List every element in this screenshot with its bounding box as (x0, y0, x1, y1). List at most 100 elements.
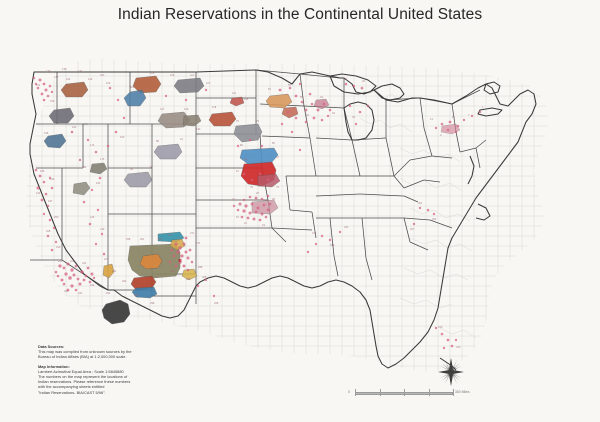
reservation-standing-rock (233, 123, 263, 143)
svg-text:274: 274 (196, 241, 201, 245)
marker-cluster-michigan (344, 82, 370, 126)
svg-text:288: 288 (198, 265, 203, 269)
svg-text:82: 82 (240, 143, 243, 147)
marker-cluster-southern-california (54, 262, 96, 292)
marker-cluster-texas (196, 278, 216, 298)
svg-text:159: 159 (50, 99, 55, 103)
svg-text:94: 94 (130, 167, 133, 171)
svg-text:285: 285 (186, 277, 191, 281)
svg-text:121: 121 (232, 91, 237, 95)
svg-text:247: 247 (104, 257, 109, 261)
reservation-wind-river (153, 143, 183, 160)
svg-text:244: 244 (90, 283, 95, 287)
svg-text:25: 25 (256, 191, 259, 195)
marker-cluster-rio-grande-pueblos (168, 236, 194, 272)
svg-text:34: 34 (352, 115, 355, 119)
marker-cluster-northeast (434, 110, 482, 134)
svg-text:261: 261 (140, 237, 145, 241)
svg-text:61: 61 (236, 169, 239, 173)
svg-text:31: 31 (244, 221, 247, 225)
svg-text:171: 171 (90, 143, 95, 147)
svg-text:55: 55 (288, 83, 291, 87)
svg-text:40: 40 (362, 79, 365, 83)
reservation-fort-berthold (208, 111, 237, 127)
reservation-markers[interactable] (32, 76, 482, 350)
svg-text:13: 13 (430, 117, 433, 121)
marker-cluster-florida (434, 326, 458, 350)
svg-text:258: 258 (126, 237, 131, 241)
marker-cluster-northern-rockies (106, 86, 208, 148)
map-canvas[interactable]: 136 138 142 147 151 159 144 149 153 163 168 171 … (0, 28, 600, 396)
marker-cluster-gulf (306, 230, 342, 254)
compass-rose-container (437, 357, 465, 387)
svg-text:298: 298 (150, 301, 155, 305)
marker-cluster-great-basin (70, 130, 106, 256)
svg-text:19: 19 (262, 223, 265, 227)
reservation-turtle-mountain (229, 96, 245, 107)
reservation-polygons[interactable] (43, 75, 461, 325)
svg-text:213: 213 (56, 245, 61, 249)
map-notes: Data Sources: This map was compiled from… (38, 344, 223, 395)
reservation-northern-cheyenne (182, 114, 202, 127)
reservation-colville (60, 81, 89, 98)
svg-text:328: 328 (214, 301, 219, 305)
svg-text:124: 124 (244, 97, 249, 101)
marker-cluster-lower-midwest (280, 122, 302, 152)
reservation-flathead (123, 89, 147, 107)
svg-text:281: 281 (170, 269, 175, 273)
svg-text:133: 133 (196, 127, 201, 131)
svg-text:112: 112 (190, 73, 195, 77)
reservation-menominee (313, 98, 330, 110)
svg-text:241: 241 (78, 291, 83, 295)
reservation-tohono-oodham (101, 299, 131, 325)
reservation-fort-peck (173, 77, 205, 94)
compass-rose-icon (438, 358, 464, 386)
marker-cluster-central-california (34, 168, 58, 252)
svg-text:76: 76 (236, 119, 239, 123)
svg-text:88: 88 (156, 139, 159, 143)
svg-text:208: 208 (46, 229, 51, 233)
svg-text:219: 219 (100, 227, 105, 231)
svg-text:85: 85 (272, 141, 275, 145)
reservation-uintah-ouray (123, 171, 153, 188)
map-information-line-2: The numbers on the map represent the loc… (38, 374, 128, 380)
svg-text:301: 301 (418, 201, 423, 205)
svg-text:316: 316 (312, 231, 317, 235)
svg-text:104: 104 (130, 85, 135, 89)
reservation-mescalero (181, 268, 198, 281)
svg-text:181: 181 (82, 165, 87, 169)
svg-text:7: 7 (468, 113, 470, 117)
map-information-line-3: Indian reservations. Please reference th… (38, 379, 131, 385)
scale-bar-tick-4 (453, 389, 454, 397)
svg-text:325: 325 (202, 275, 207, 279)
svg-text:216: 216 (90, 215, 95, 219)
marker-cluster-oklahoma (232, 194, 272, 222)
scale-bar-start-label: 0 (348, 390, 350, 395)
svg-text:151: 151 (36, 83, 41, 87)
svg-text:271: 271 (190, 231, 195, 235)
svg-text:142: 142 (78, 69, 83, 73)
svg-text:136: 136 (46, 69, 51, 73)
map-information-line-1: Lambert Azimuthal Equal Area ; Scale 1:5… (38, 368, 124, 374)
svg-text:22: 22 (232, 197, 235, 201)
reservation-crow (157, 111, 191, 129)
svg-text:194: 194 (36, 191, 41, 195)
marker-cluster-upper-midwest (278, 82, 332, 124)
reservation-leech-lake (281, 106, 299, 119)
marker-cluster-puget-sound (32, 76, 54, 102)
svg-text:222: 222 (58, 259, 63, 263)
svg-text:106: 106 (150, 71, 155, 75)
svg-text:16: 16 (236, 215, 239, 219)
svg-text:10: 10 (452, 115, 455, 119)
reservation-cheyenne-river (239, 147, 279, 165)
svg-text:67: 67 (276, 155, 279, 159)
svg-text:115: 115 (206, 81, 211, 85)
svg-text:184: 184 (96, 181, 101, 185)
svg-text:292: 292 (122, 279, 127, 283)
svg-text:238: 238 (64, 289, 69, 293)
svg-text:43: 43 (320, 95, 323, 99)
svg-text:28: 28 (272, 197, 275, 201)
svg-text:52: 52 (268, 87, 271, 91)
svg-text:295: 295 (134, 293, 139, 297)
